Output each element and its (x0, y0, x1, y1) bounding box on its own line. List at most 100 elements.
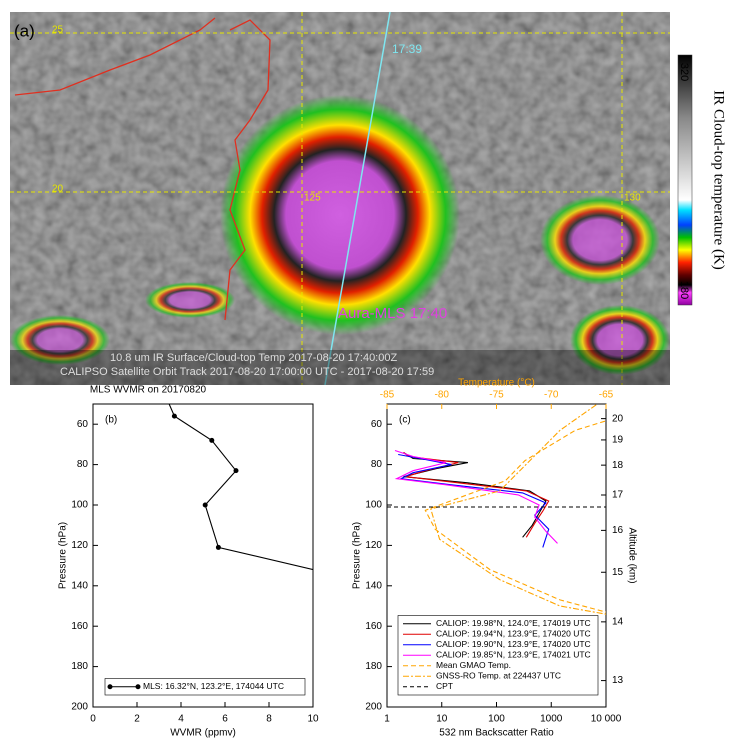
series-line (168, 404, 313, 571)
y2-tick-label: 19 (612, 435, 624, 446)
x2-tick-label: -75 (489, 390, 504, 401)
y-tick-label: 120 (365, 540, 382, 551)
y-axis-label: Pressure (hPa) (352, 522, 363, 589)
series-line (430, 404, 606, 615)
x-tick-label: 10 (307, 714, 319, 725)
legend-label: CALIOP: 19.94°N, 123.9°E, 174020 UTC (436, 629, 591, 639)
legend-label: Mean GMAO Temp. (436, 660, 511, 670)
footer-text: CALIPSO Satellite Orbit Track 2017-08-20… (60, 366, 434, 378)
lat-label: 20 (52, 184, 64, 195)
panel-label: (c) (399, 415, 411, 426)
series-line (424, 420, 606, 613)
y-axis-label: Pressure (hPa) (58, 522, 69, 589)
y2-tick-label: 14 (612, 616, 624, 627)
track-time: 17:39 (392, 42, 422, 56)
y2-tick-label: 17 (612, 490, 624, 501)
plot-area (387, 404, 606, 615)
colorbar-min: 180 (678, 281, 690, 299)
orbit-track (324, 12, 391, 385)
x2-tick-label: -65 (599, 390, 614, 401)
legend-marker (107, 684, 113, 690)
data-point (440, 597, 445, 602)
lon-label: 125 (304, 193, 321, 204)
y-tick-label: 200 (71, 702, 88, 713)
x2-tick-label: -85 (380, 390, 395, 401)
cloud-cluster (10, 315, 110, 365)
legend-label: MLS: 16.32°N, 123.2°E, 174044 UTC (143, 681, 284, 691)
footer-band (10, 350, 670, 385)
series-line (394, 449, 558, 544)
cloud-cluster (145, 282, 235, 318)
cloud-cluster (540, 195, 660, 285)
x-tick-label: 0 (90, 714, 96, 725)
legend-label: CPT (436, 681, 453, 691)
x-tick-label: 2 (134, 714, 140, 725)
y2-tick-label: 18 (612, 460, 624, 471)
y-tick-label: 60 (77, 419, 89, 430)
cloud-cluster (570, 305, 670, 375)
y-tick-label: 140 (71, 580, 88, 591)
y-tick-label: 100 (365, 500, 382, 511)
x-tick-label: 8 (266, 714, 272, 725)
series-line (403, 452, 550, 538)
storm (220, 95, 460, 335)
mls-label: Aura-MLS 17:40 (338, 305, 447, 322)
x-tick-label: 6 (222, 714, 228, 725)
colorbar (677, 54, 693, 306)
y-tick-label: 120 (71, 540, 88, 551)
y-tick-label: 200 (365, 702, 382, 713)
x-axis-label: WVMR (ppmv) (170, 728, 236, 739)
data-point (209, 437, 215, 443)
y-tick-label: 160 (71, 621, 88, 632)
legend-box (104, 678, 306, 696)
lat-label: 25 (52, 25, 64, 36)
x-tick-label: 1 (384, 714, 390, 725)
panel-label: (a) (14, 21, 35, 40)
y2-axis-label: Altitude (km) (626, 527, 637, 583)
data-point (215, 544, 221, 550)
plot-frame (92, 403, 314, 708)
satellite-image: 25 20 125 130 17:39 Aura-MLS 17:40 10.8 … (10, 12, 670, 385)
x2-axis-label: Temperature (°C) (458, 378, 535, 389)
x-axis-label: 532 nm Backscatter Ratio (439, 728, 554, 739)
lat-lon-grid (10, 12, 670, 385)
panel-label: (b) (105, 415, 117, 426)
legend-label: CALIOP: 19.98°N, 124.0°E, 174019 UTC (436, 618, 591, 628)
y-tick-label: 100 (71, 500, 88, 511)
y-tick-label: 80 (371, 459, 383, 470)
y-tick-label: 60 (371, 419, 383, 430)
colorbar-label: IR Cloud-top temperature (K) (711, 90, 727, 270)
y2-tick-label: 16 (612, 525, 624, 536)
legend-box (397, 615, 599, 696)
y-tick-label: 140 (365, 580, 382, 591)
data-point (202, 502, 208, 508)
series-line (398, 453, 550, 548)
y-tick-label: 160 (365, 621, 382, 632)
colorbar-max: 320 (678, 63, 690, 81)
lon-label: 130 (624, 193, 641, 204)
x-tick-label: 100 (488, 714, 505, 725)
x2-tick-label: -80 (435, 390, 450, 401)
footer-text: 10.8 um IR Surface/Cloud-top Temp 2017-0… (110, 352, 397, 364)
x-tick-label: 10 000 (591, 714, 622, 725)
x-tick-label: 4 (178, 714, 184, 725)
y-tick-label: 80 (77, 459, 89, 470)
chart-title: MLS WVMR on 20170820 (90, 385, 207, 396)
y-tick-label: 180 (71, 661, 88, 672)
y2-tick-label: 13 (612, 675, 624, 686)
plot-area (168, 404, 445, 602)
data-point (233, 468, 239, 474)
data-point (171, 413, 177, 419)
legend-label: CALIOP: 19.90°N, 123.9°E, 174020 UTC (436, 639, 591, 649)
x2-tick-label: -70 (544, 390, 559, 401)
legend-label: CALIOP: 19.85°N, 123.9°E, 174021 UTC (436, 650, 591, 660)
legend-marker (135, 684, 141, 690)
y2-tick-label: 20 (612, 413, 624, 424)
legend-label: GNSS-RO Temp. at 224437 UTC (436, 671, 561, 681)
y-tick-label: 180 (365, 661, 382, 672)
x-tick-label: 1000 (540, 714, 563, 725)
x-tick-label: 10 (436, 714, 448, 725)
y2-tick-label: 15 (612, 567, 624, 578)
